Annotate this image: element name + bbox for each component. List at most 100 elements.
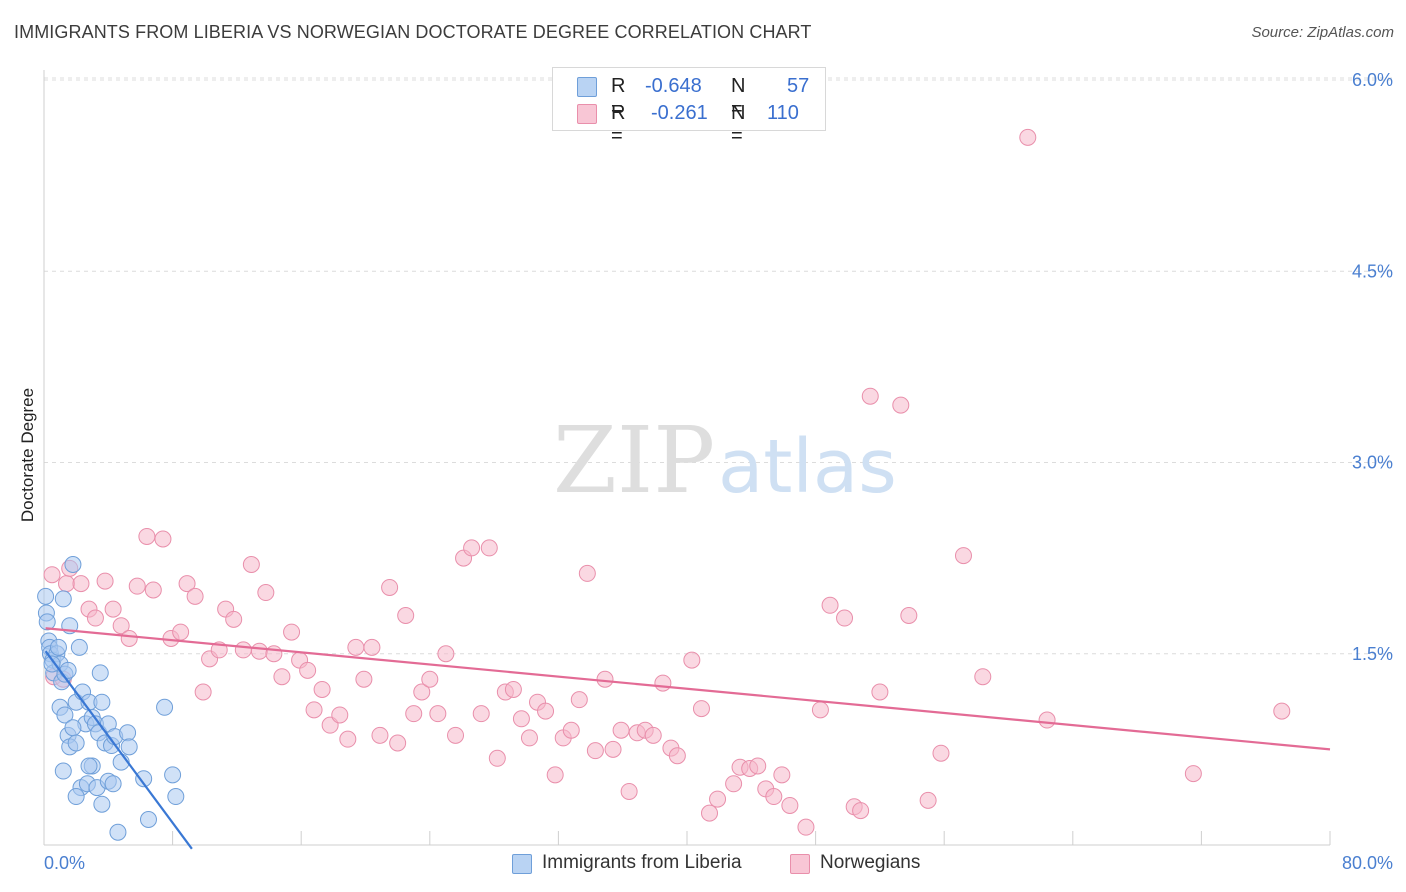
legend-n-label: N =: [731, 102, 746, 147]
liberia-point: [119, 724, 137, 742]
norwegians-point: [242, 556, 260, 573]
norwegians-point: [654, 674, 672, 692]
y-tick-label: 4.5%: [1352, 261, 1393, 281]
norwegians-point: [144, 581, 162, 599]
liberia-point: [80, 757, 98, 775]
norwegians-point: [283, 623, 301, 641]
norwegians-point: [797, 818, 815, 836]
norwegians-point: [480, 539, 498, 557]
bottom-swatch-blue: [512, 854, 532, 874]
norwegians-point: [250, 642, 268, 660]
norwegians-point: [463, 539, 481, 557]
liberia-trend-line: [44, 650, 193, 850]
norwegians-point: [273, 668, 291, 686]
norwegians-point: [644, 726, 662, 744]
liberia-point: [91, 664, 109, 682]
liberia-point: [67, 734, 85, 752]
norwegians-point: [339, 730, 357, 748]
legend-r-value: -0.648: [645, 75, 702, 97]
norwegians-point: [1019, 128, 1037, 146]
norwegians-point: [773, 766, 791, 784]
legend-swatch-blue: [577, 77, 597, 97]
norwegians-point: [305, 701, 323, 719]
norwegians-point: [871, 683, 889, 701]
liberia-point: [167, 788, 185, 806]
norwegians-point: [447, 726, 465, 744]
norwegians-point: [974, 668, 992, 686]
norwegians-point: [596, 670, 614, 688]
norwegians-point: [172, 623, 190, 641]
y-tick-label: 6.0%: [1352, 70, 1393, 90]
liberia-point: [70, 638, 88, 656]
norwegians-point: [749, 757, 767, 775]
norwegians-point: [43, 566, 61, 584]
norwegians-point: [861, 387, 879, 405]
norwegians-point: [570, 691, 588, 709]
norwegians-point: [347, 638, 365, 656]
correlation-legend: R = -0.648 N = 57 R = -0.261 N = 110: [552, 67, 826, 147]
norwegians-point: [363, 638, 381, 656]
liberia-point: [109, 823, 127, 841]
norwegians-point: [72, 575, 90, 593]
norwegians-point: [58, 575, 76, 593]
norwegians-point: [512, 710, 530, 728]
liberia-point: [93, 795, 111, 813]
norwegians-point: [381, 578, 399, 596]
liberia-point: [38, 613, 56, 631]
trend-lines: [44, 627, 1331, 850]
norwegians-point: [668, 747, 686, 765]
norwegians-point: [138, 527, 156, 545]
y-tick-label: 3.0%: [1352, 453, 1393, 473]
watermark-atlas: atlas: [718, 424, 897, 510]
norwegians-point: [578, 564, 596, 582]
norwegians-point: [120, 629, 138, 647]
liberia-point: [59, 661, 77, 679]
norwegians-point: [701, 804, 719, 822]
liberia-point: [135, 770, 153, 788]
norwegians-point: [257, 584, 275, 602]
norwegians-point: [836, 609, 854, 627]
norwegians-point: [1273, 702, 1291, 720]
norwegians-point: [932, 744, 950, 762]
legend-n-label: N =: [731, 75, 746, 120]
liberia-point: [56, 706, 74, 724]
norwegians-point: [520, 729, 538, 747]
norwegians-point: [234, 641, 252, 659]
liberia-point: [64, 719, 82, 737]
liberia-point: [120, 738, 138, 756]
norwegians-point: [586, 742, 604, 760]
norwegians-point: [355, 670, 373, 688]
liberia-point: [156, 698, 174, 716]
y-axis-label: Doctorate Degree: [18, 388, 37, 522]
liberia-point: [54, 762, 72, 780]
norwegians-point: [683, 651, 701, 669]
bottom-swatch-pink: [790, 854, 810, 874]
liberia-point: [164, 766, 182, 784]
legend-n-value: 110: [767, 102, 799, 124]
norwegians-point: [852, 802, 870, 820]
norwegians-point: [154, 530, 172, 548]
norwegians-point: [397, 607, 415, 624]
source-credit: Source: ZipAtlas.com: [1251, 24, 1394, 41]
norwegians-point: [537, 702, 555, 720]
norwegians-point: [112, 617, 130, 635]
norwegians-point: [405, 705, 423, 723]
liberia-point: [104, 775, 122, 793]
legend-n-value: 57: [787, 75, 810, 97]
norwegians-point: [389, 734, 407, 752]
bottom-legend-label: Immigrants from Liberia: [542, 852, 742, 873]
norwegians-point: [604, 740, 622, 758]
norwegians-point: [299, 661, 317, 679]
norwegians-point: [504, 680, 522, 698]
liberia-point: [54, 590, 72, 608]
norwegians-trend-line: [45, 627, 1331, 751]
norwegians-point: [709, 790, 727, 808]
norwegians-point: [546, 766, 564, 784]
norwegians-point: [892, 396, 910, 414]
norwegians-point: [919, 791, 937, 809]
norwegians-point: [1184, 765, 1202, 783]
norwegians-point: [128, 577, 146, 595]
liberia-point: [67, 788, 85, 806]
norwegians-point: [421, 670, 439, 688]
